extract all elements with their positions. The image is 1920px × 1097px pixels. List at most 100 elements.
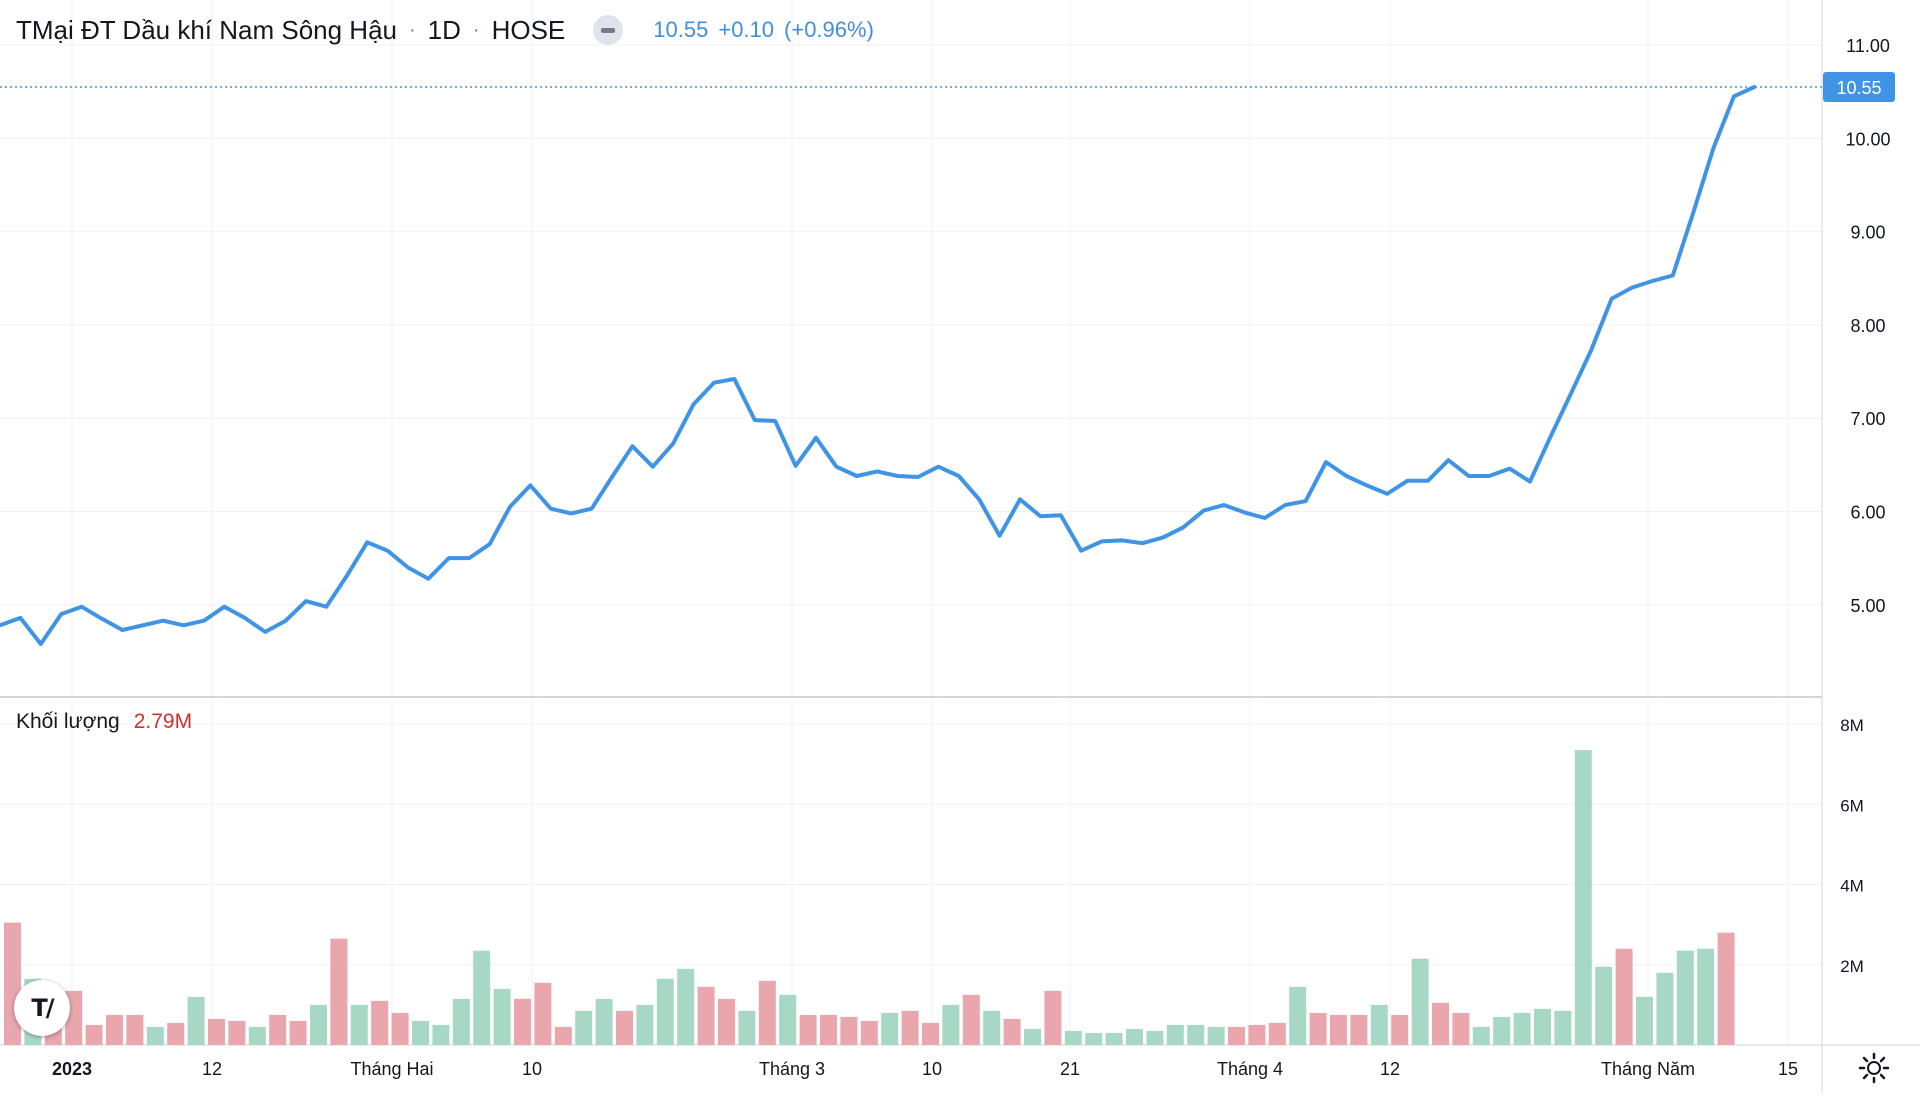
volume-bar (656, 978, 674, 1045)
volume-bar (1615, 948, 1633, 1045)
volume-bar (1472, 1026, 1490, 1045)
price-axis-tick-label: 6.00 (1850, 503, 1885, 523)
volume-bar (758, 980, 776, 1045)
volume-bar (1289, 986, 1307, 1045)
volume-bar (269, 1014, 287, 1045)
volume-bar (922, 1022, 939, 1045)
volume-bar (1370, 1004, 1388, 1045)
volume-bar (289, 1020, 307, 1045)
volume-bar (371, 1000, 389, 1045)
volume-bar (1452, 1012, 1470, 1045)
time-axis-tick-label: Tháng 3 (759, 1059, 825, 1079)
volume-bar (881, 1012, 899, 1045)
time-axis-tick-label: 10 (522, 1059, 542, 1079)
volume-bar (248, 1026, 266, 1045)
volume-bar (1636, 996, 1653, 1045)
volume-bar (1207, 1026, 1225, 1045)
volume-bar (1493, 1016, 1511, 1045)
volume-bar (1044, 990, 1062, 1045)
price-axis-tick-label: 7.00 (1850, 409, 1885, 429)
volume-bar (1187, 1024, 1205, 1045)
settings-gear-icon[interactable] (1858, 1052, 1890, 1084)
volume-bar (1554, 1010, 1572, 1045)
volume-bar (738, 1010, 756, 1045)
volume-bar (1003, 1018, 1021, 1045)
volume-bar (1146, 1030, 1164, 1045)
volume-bar (330, 938, 348, 1045)
volume-bar (1064, 1030, 1082, 1045)
volume-bar (391, 1012, 409, 1045)
volume-axis-tick-label: 6M (1840, 796, 1864, 815)
tradingview-logo-icon[interactable]: T/ (14, 980, 70, 1036)
volume-label[interactable]: Khối lượng (16, 710, 120, 733)
volume-bar (412, 1020, 429, 1045)
volume-bar (901, 1010, 919, 1045)
volume-bar (1411, 958, 1429, 1045)
volume-bar (473, 950, 491, 1045)
volume-bar (4, 922, 21, 1045)
volume-bar (187, 996, 205, 1045)
volume-bar (1513, 1012, 1531, 1045)
last-price: 10.55 (653, 17, 709, 42)
volume-bar (310, 1004, 327, 1045)
volume-bar (1330, 1014, 1347, 1045)
volume-bar (146, 1026, 164, 1045)
time-axis-tick-label: 2023 (52, 1059, 92, 1079)
interval-label[interactable]: 1D (427, 14, 461, 45)
time-axis-tick-label: 10 (922, 1059, 942, 1079)
price-readout: 10.55 +0.10 (+0.96%) (653, 17, 884, 43)
volume-bars (4, 750, 1735, 1045)
volume-bar (1697, 948, 1715, 1045)
time-axis-tick-label: 21 (1060, 1059, 1080, 1079)
symbol-legend: TMại ĐT Dầu khí Nam Sông Hậu · 1D · HOSE… (16, 12, 884, 48)
time-axis-tick-label: Tháng 4 (1217, 1059, 1283, 1079)
separator-dot: · (409, 18, 416, 41)
volume-bar (616, 1010, 633, 1045)
volume-bar (718, 998, 735, 1045)
volume-bar (1432, 1002, 1449, 1045)
volume-bar (1105, 1032, 1123, 1045)
volume-value: 2.79M (133, 710, 193, 733)
volume-bar (554, 1026, 572, 1045)
volume-bar (1676, 950, 1694, 1045)
volume-bar (962, 994, 980, 1045)
volume-bar (860, 1020, 878, 1045)
volume-bar (1350, 1014, 1368, 1045)
time-axis-tick-label: 12 (1380, 1059, 1400, 1079)
volume-bar (228, 1020, 246, 1045)
volume-bar (1085, 1032, 1103, 1045)
last-price-tag-label: 10.55 (1836, 78, 1881, 98)
symbol-name[interactable]: TMại ĐT Dầu khí Nam Sông Hậu (16, 14, 397, 45)
volume-bar (126, 1014, 144, 1045)
price-change: +0.10 (718, 17, 775, 42)
volume-bar (575, 1010, 593, 1045)
volume-bar (534, 982, 552, 1045)
volume-axis-tick-label: 4M (1840, 877, 1864, 896)
volume-bar (1309, 1012, 1327, 1045)
volume-bar (595, 998, 613, 1045)
price-axis-tick-label: 8.00 (1850, 316, 1885, 336)
volume-bar (493, 988, 511, 1045)
time-axis-tick-label: Tháng Năm (1601, 1059, 1695, 1079)
volume-bar (1656, 972, 1674, 1045)
volume-bar (820, 1014, 837, 1045)
volume-axis-tick-label: 8M (1840, 716, 1864, 735)
volume-bar (1166, 1024, 1184, 1045)
volume-bar (983, 1010, 1001, 1045)
time-axis-tick-label: Tháng Hai (350, 1059, 433, 1079)
volume-bar (106, 1014, 123, 1045)
volume-bar (1228, 1026, 1245, 1045)
volume-bar (779, 994, 797, 1045)
volume-bar (1126, 1028, 1143, 1045)
price-line-series (0, 85, 1757, 646)
volume-bar (1268, 1022, 1286, 1045)
volume-bar (1024, 1028, 1041, 1045)
exchange-label: HOSE (491, 14, 566, 45)
collapse-legend-icon[interactable] (593, 15, 624, 45)
volume-bar (1248, 1024, 1266, 1045)
volume-bar (942, 1004, 960, 1045)
grid-lines (0, 0, 1822, 1045)
price-axis-tick-label: 10.00 (1845, 129, 1890, 149)
